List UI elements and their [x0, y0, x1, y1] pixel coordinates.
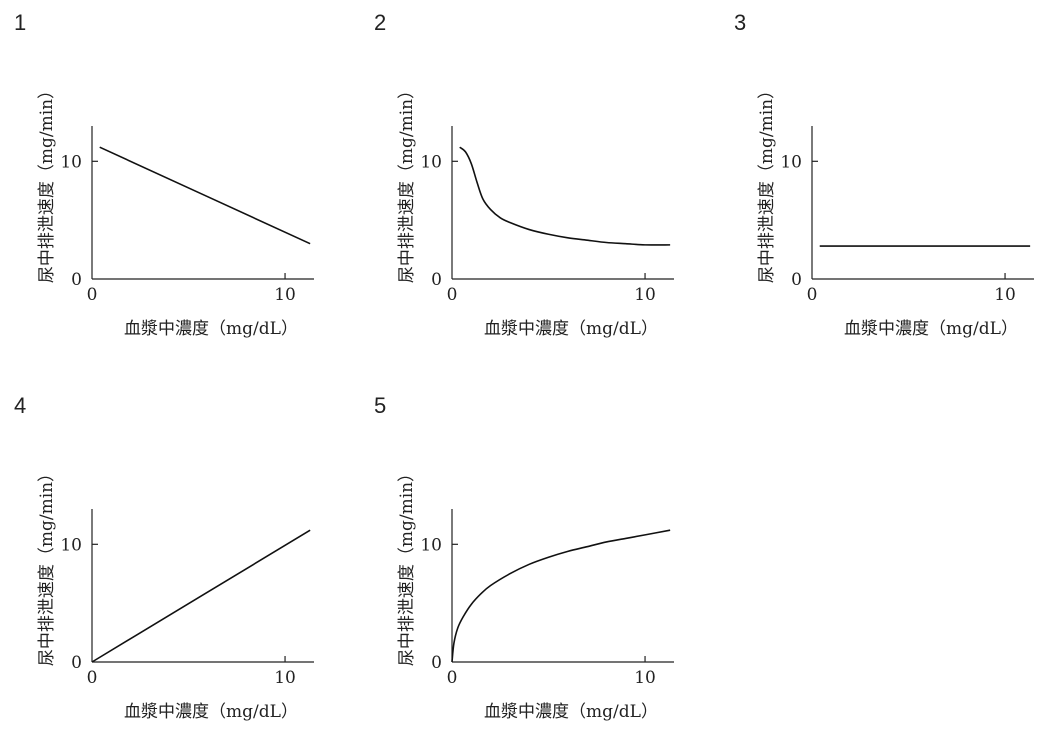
y-tick-label: 10 — [60, 535, 82, 555]
y-axis-label: 尿中排泄速度（mg/min） — [37, 465, 57, 666]
x-axis-label: 血漿中濃度（mg/dL） — [484, 702, 658, 722]
x-tick-label: 0 — [447, 285, 458, 305]
y-tick-label: 10 — [420, 152, 442, 172]
x-tick-label: 10 — [274, 285, 296, 305]
y-tick-label: 0 — [791, 270, 802, 290]
y-tick-label: 0 — [431, 653, 442, 673]
chart-3: 0 10 0 10 血漿中濃度（mg/dL） 尿中排泄速度（mg/min） — [757, 82, 1034, 339]
x-tick-label: 10 — [274, 668, 296, 688]
chart-panel-5: 5 0 10 0 10 血漿中濃度（mg/dL） 尿中排泄速度（mg/min） — [360, 383, 700, 723]
chart-2: 0 10 0 10 血漿中濃度（mg/dL） 尿中排泄速度（mg/min） — [397, 82, 674, 339]
x-axis-label: 血漿中濃度（mg/dL） — [124, 319, 298, 339]
x-tick-label: 0 — [807, 285, 818, 305]
chart-5: 0 10 0 10 血漿中濃度（mg/dL） 尿中排泄速度（mg/min） — [397, 465, 674, 722]
series-line — [459, 146, 671, 246]
x-tick-label: 0 — [447, 668, 458, 688]
chart-panel-1: 1 0 10 0 10 血漿中濃度（mg/dL） 尿中排泄速度（mg/min） — [0, 0, 340, 340]
y-axis-label: 尿中排泄速度（mg/min） — [397, 82, 417, 283]
chart-1: 0 10 0 10 血漿中濃度（mg/dL） 尿中排泄速度（mg/min） — [37, 82, 314, 339]
x-axis-label: 血漿中濃度（mg/dL） — [844, 319, 1018, 339]
y-tick-label: 0 — [71, 270, 82, 290]
x-tick-label: 10 — [994, 285, 1016, 305]
x-axis-label: 血漿中濃度（mg/dL） — [484, 319, 658, 339]
chart-panel-4: 4 0 10 0 10 血漿中濃度（mg/dL） 尿中排泄速度（mg/min） — [0, 383, 340, 723]
series-line — [91, 529, 311, 663]
x-tick-label: 10 — [634, 285, 656, 305]
y-axis-label: 尿中排泄速度（mg/min） — [397, 465, 417, 666]
y-tick-label: 0 — [71, 653, 82, 673]
chart-panel-3: 3 0 10 0 10 血漿中濃度（mg/dL） 尿中排泄速度（mg/min） — [720, 0, 1047, 340]
chart-panel-2: 2 0 10 0 10 血漿中濃度（mg/dL） 尿中排泄速度（mg/min） — [360, 0, 700, 340]
x-tick-label: 0 — [87, 668, 98, 688]
y-tick-label: 0 — [431, 270, 442, 290]
series-line — [451, 529, 671, 663]
panel-label: 4 — [14, 393, 27, 418]
y-axis-label: 尿中排泄速度（mg/min） — [757, 82, 777, 283]
panel-label: 3 — [734, 10, 747, 35]
panel-label: 2 — [374, 10, 387, 35]
y-axis-label: 尿中排泄速度（mg/min） — [37, 82, 57, 283]
chart-4: 0 10 0 10 血漿中濃度（mg/dL） 尿中排泄速度（mg/min） — [37, 465, 314, 722]
x-axis-label: 血漿中濃度（mg/dL） — [124, 702, 298, 722]
x-tick-label: 0 — [87, 285, 98, 305]
y-tick-label: 10 — [420, 535, 442, 555]
panel-label: 5 — [374, 393, 387, 418]
x-tick-label: 10 — [634, 668, 656, 688]
panel-label: 1 — [14, 10, 27, 35]
y-tick-label: 10 — [60, 152, 82, 172]
series-line — [99, 146, 311, 245]
y-tick-label: 10 — [780, 152, 802, 172]
